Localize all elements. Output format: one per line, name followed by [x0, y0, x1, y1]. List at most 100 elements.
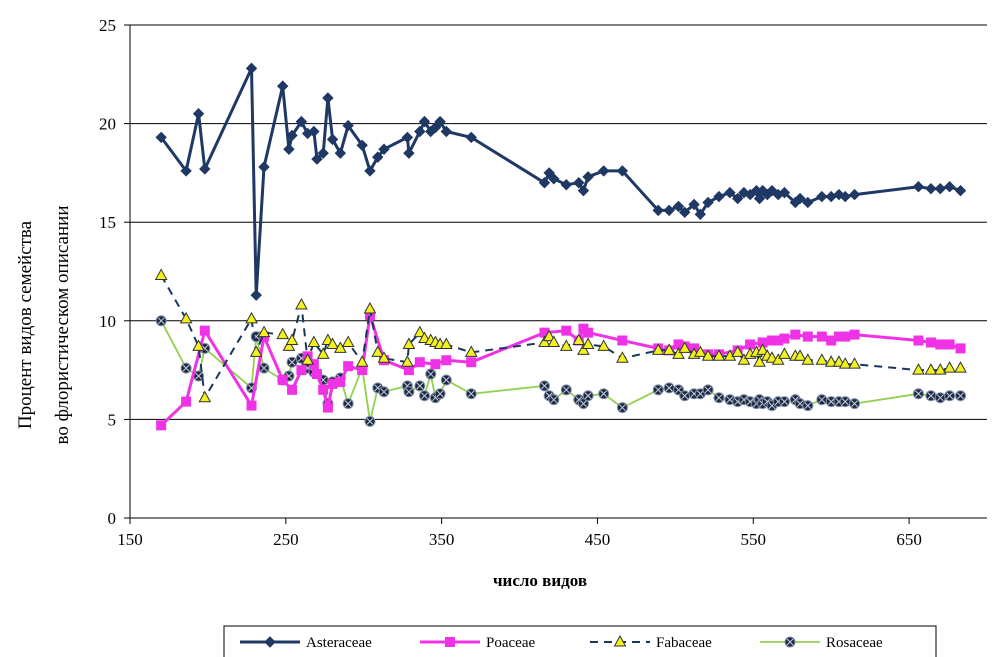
- data-point-rosaceae-39-cross: [619, 404, 626, 411]
- data-point-fabaceae-61: [801, 353, 815, 365]
- data-point-rosaceae-66-cross: [851, 400, 858, 407]
- y-tick-label-10: 10: [99, 312, 116, 331]
- x-tick-label-450: 450: [585, 530, 611, 549]
- data-point-rosaceae-63-cross: [827, 398, 835, 406]
- data-point-asteraceae-68: [912, 180, 925, 193]
- data-point-rosaceae-41: [663, 382, 675, 394]
- data-point-poaceae-23: [466, 357, 477, 368]
- data-point-poaceae-1: [181, 396, 192, 407]
- series-line-asteraceae: [159, 66, 962, 297]
- legend-item-fabaceae: Fabaceae: [590, 634, 712, 651]
- data-point-asteraceae-12: [308, 125, 320, 138]
- data-point-asteraceae-17: [334, 147, 347, 159]
- data-point-asteraceae-42: [663, 204, 675, 217]
- data-point-asteraceae-59: [778, 186, 791, 199]
- data-point-fabaceae-62: [815, 353, 829, 365]
- data-point-rosaceae-36-cross: [580, 400, 587, 407]
- data-point-asteraceae-69: [925, 182, 937, 195]
- data-point-fabaceae-42: [672, 347, 685, 359]
- data-point-fabaceae-36: [577, 343, 590, 355]
- data-point-asteraceae-64: [825, 190, 837, 203]
- data-point-rosaceae-40: [652, 384, 664, 396]
- data-point-asteraceae-38: [582, 171, 594, 183]
- data-point-asteraceae-41: [652, 204, 664, 217]
- legend-items: Asteraceae Poaceae Fabaceae Rosaceae: [240, 634, 883, 651]
- legend-marker-asteraceae: [264, 636, 276, 648]
- data-point-asteraceae-21: [372, 151, 384, 163]
- data-point-poaceae-28: [583, 327, 594, 338]
- data-point-asteraceae-39: [597, 165, 610, 177]
- data-point-rosaceae-17-cross: [344, 400, 352, 407]
- data-point-fabaceae-3: [198, 390, 212, 403]
- data-point-asteraceae-13: [311, 153, 323, 165]
- data-point-fabaceae-35: [572, 333, 586, 346]
- data-point-asteraceae-45: [688, 198, 700, 211]
- data-point-rosaceae-46-cross: [704, 386, 712, 394]
- data-point-rosaceae-66: [849, 398, 861, 410]
- data-point-asteraceae-32: [538, 177, 551, 189]
- legend-item-poaceae: Poaceae: [420, 635, 535, 651]
- legend-label-asteraceae: Asteraceae: [306, 635, 372, 651]
- data-point-asteraceae-19: [356, 139, 368, 151]
- data-point-poaceae-22: [441, 355, 452, 366]
- data-point-fabaceae-29: [439, 337, 453, 349]
- data-point-fabaceae-38: [597, 339, 611, 351]
- data-point-rosaceae-65-cross: [841, 398, 849, 406]
- data-point-rosaceae-43: [679, 390, 691, 402]
- data-point-fabaceae-41: [662, 343, 676, 355]
- data-point-rosaceae-19-cross: [366, 418, 374, 425]
- data-point-poaceae-49: [849, 329, 860, 340]
- data-point-asteraceae-54: [753, 192, 766, 205]
- legend-marker-poaceae: [445, 637, 455, 647]
- data-point-poaceae-10: [311, 369, 322, 380]
- legend-item-asteraceae: Asteraceae: [240, 635, 372, 651]
- y-axis-title-line1: Процент видов семейства: [15, 220, 36, 429]
- data-point-fabaceae-31: [538, 335, 551, 347]
- legend-marker-rosaceae: [784, 636, 796, 648]
- data-point-rosaceae-28: [434, 388, 446, 400]
- y-axis-title-line2: во флористическом описании: [52, 206, 73, 445]
- legend-label-fabaceae: Fabaceae: [656, 635, 712, 651]
- data-point-poaceae-25: [561, 325, 572, 336]
- data-point-poaceae-42: [779, 333, 790, 344]
- data-point-asteraceae-2: [192, 108, 205, 120]
- data-point-fabaceae-47: [712, 349, 726, 361]
- data-point-rosaceae-31-cross: [541, 382, 548, 390]
- data-point-poaceae-48: [840, 331, 851, 342]
- data-point-fabaceae-53: [753, 355, 766, 367]
- data-point-fabaceae-30: [464, 345, 478, 357]
- data-point-asteraceae-50: [731, 192, 744, 205]
- data-point-rosaceae-9: [286, 356, 298, 368]
- data-point-poaceae-53: [944, 339, 955, 350]
- data-point-poaceae-16: [357, 365, 368, 376]
- data-point-asteraceae-25: [414, 125, 426, 138]
- data-point-fabaceae-17: [341, 335, 355, 347]
- data-point-poaceae-50: [913, 335, 924, 346]
- data-point-poaceae-0: [156, 420, 167, 431]
- data-point-rosaceae-1: [180, 362, 192, 374]
- data-point-poaceae-2: [199, 325, 210, 336]
- data-point-poaceae-21: [430, 359, 441, 370]
- y-tick-label-20: 20: [99, 115, 116, 134]
- tick-labels: 0 5 10 15 20 25 150 250 350 450 550 650: [99, 16, 922, 549]
- data-point-rosaceae-37: [582, 390, 594, 402]
- data-point-asteraceae-34: [548, 173, 560, 185]
- y-tick-label-15: 15: [99, 213, 116, 232]
- data-point-fabaceae-18: [355, 355, 369, 367]
- data-point-rosaceae-33-cross: [550, 396, 558, 404]
- data-point-rosaceae-29: [440, 374, 452, 386]
- series-poaceae: [156, 309, 966, 431]
- data-point-fabaceae-67: [912, 363, 925, 375]
- data-point-fabaceae-7: [276, 327, 290, 340]
- data-point-fabaceae-12: [307, 335, 321, 347]
- legend-item-rosaceae: Rosaceae: [760, 635, 883, 651]
- data-point-fabaceae-54: [756, 343, 769, 355]
- data-point-asteraceae-0: [155, 131, 167, 144]
- data-point-poaceae-29: [617, 335, 628, 346]
- data-point-asteraceae-10: [295, 115, 308, 128]
- data-point-rosaceae-61-cross: [804, 402, 812, 409]
- data-point-poaceae-52: [935, 339, 946, 350]
- data-point-fabaceae-50: [737, 353, 751, 365]
- data-point-poaceae-6: [287, 384, 298, 395]
- data-point-fabaceae-1: [179, 311, 193, 324]
